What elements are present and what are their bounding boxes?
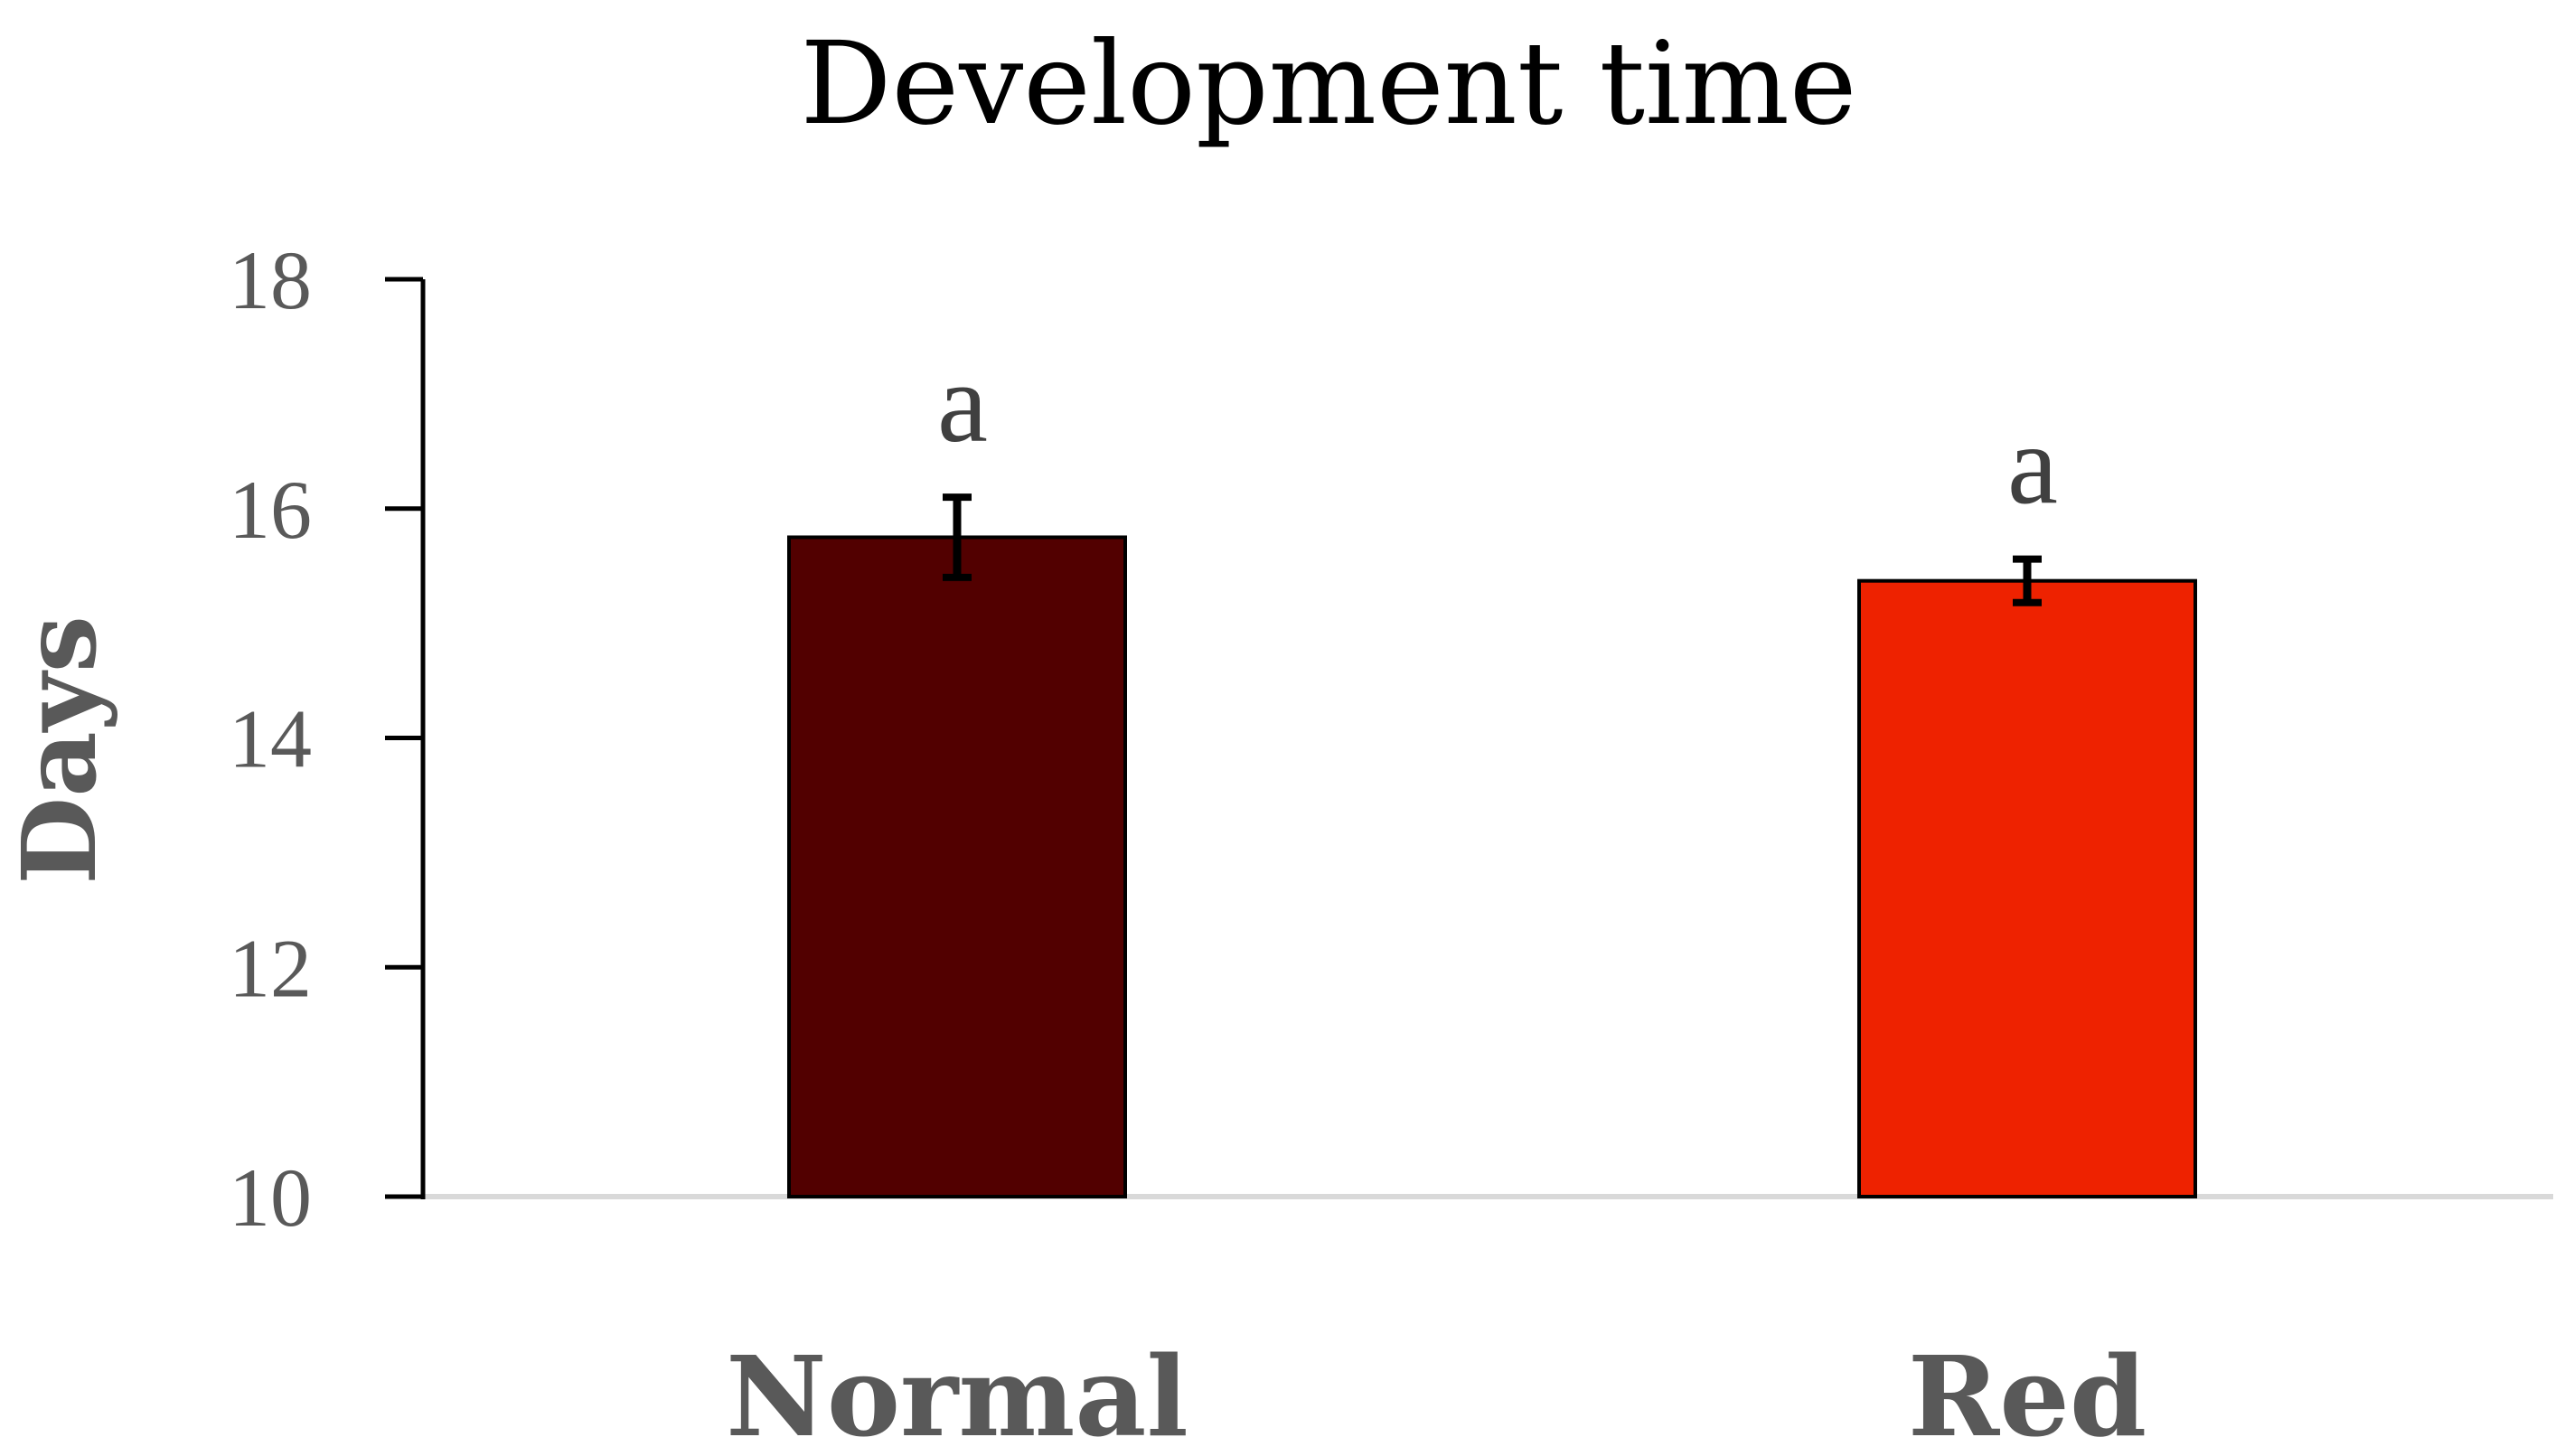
y-tick-label-18: 18 bbox=[229, 234, 312, 326]
x-tick-label-red: Red bbox=[1908, 1331, 2147, 1456]
chart-title: Development time bbox=[800, 17, 1856, 150]
y-tick-label-14: 14 bbox=[229, 693, 312, 785]
y-tick-label-16: 16 bbox=[229, 464, 312, 556]
bar-normal bbox=[787, 535, 1127, 1198]
y-tick-label-10: 10 bbox=[229, 1151, 312, 1244]
plot-area: 10 12 14 16 18 a Normal a Red bbox=[229, 234, 2553, 1456]
significance-label-normal: a bbox=[937, 341, 988, 466]
significance-label-red: a bbox=[2007, 403, 2058, 529]
y-axis-label: Days bbox=[1, 615, 119, 885]
x-tick-label-normal: Normal bbox=[726, 1331, 1188, 1456]
bar-red bbox=[1857, 578, 2197, 1198]
y-tick-label-12: 12 bbox=[229, 922, 312, 1014]
